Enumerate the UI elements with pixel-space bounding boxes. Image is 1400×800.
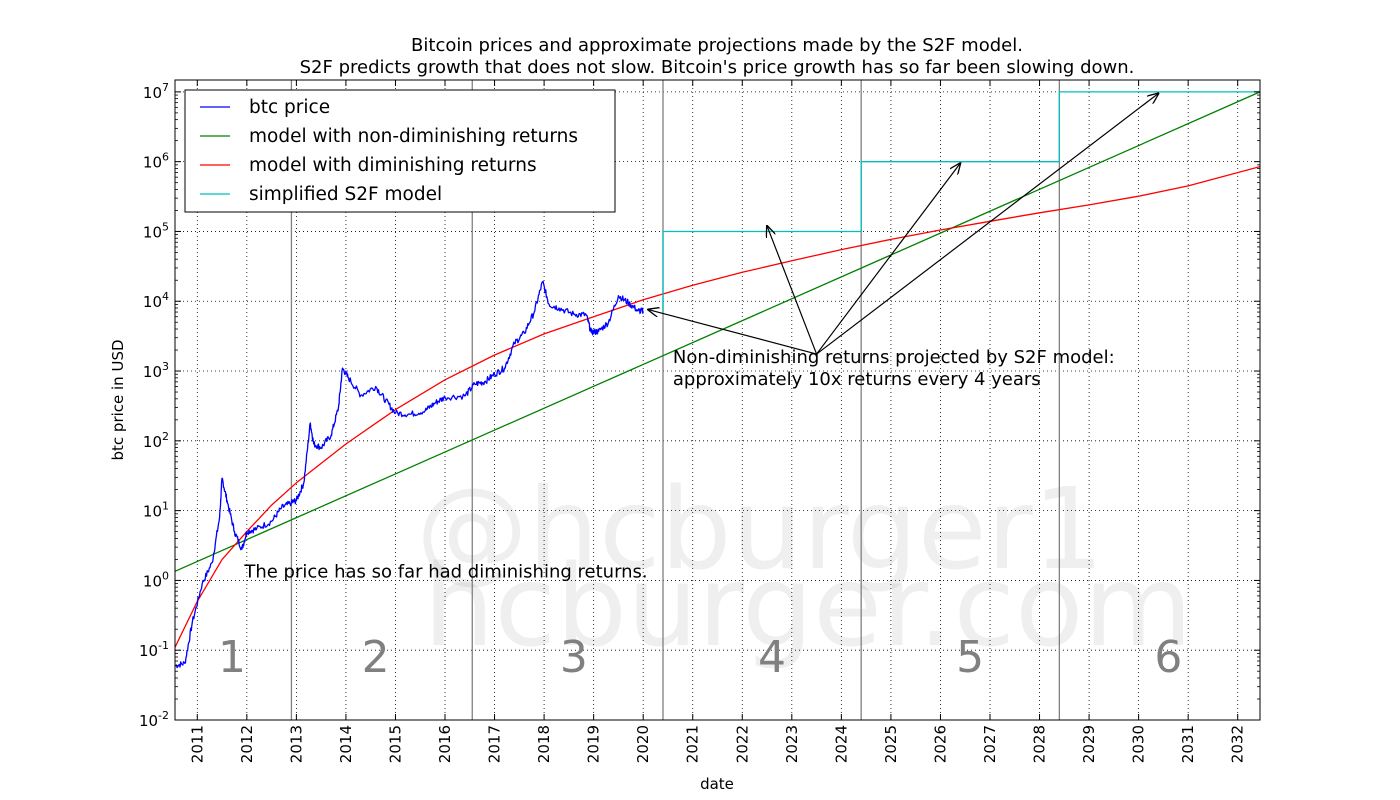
legend-label: simplified S2F model (249, 184, 442, 205)
annotations: Non-diminishing returns projected by S2F… (243, 347, 1114, 582)
era-label: 5 (956, 632, 984, 683)
x-tick-label: 2021 (684, 725, 702, 763)
series-line (175, 280, 644, 669)
x-tick-label: 2011 (188, 725, 206, 763)
era-labels: 1 2 3 4 5 6 (218, 632, 1182, 683)
x-tick-label: 2028 (1031, 725, 1049, 763)
x-tick-label: 2012 (238, 725, 256, 763)
x-tick-label: 2024 (832, 725, 850, 763)
era-label: 6 (1154, 632, 1182, 683)
x-tick-label: 2026 (931, 725, 949, 763)
x-tick-label: 2013 (287, 725, 305, 763)
y-tick-label: 105 (143, 220, 169, 241)
y-tick-label: 102 (143, 430, 169, 451)
x-tick-label: 2015 (386, 725, 404, 763)
annotation-text: Non-diminishing returns projected by S2F… (673, 347, 1115, 368)
annotation-arrow (648, 310, 817, 355)
era-label: 2 (362, 632, 390, 683)
legend: btc price model with non-diminishing retu… (184, 89, 616, 213)
annotation-arrows (648, 93, 1159, 355)
x-tick-label: 2023 (783, 725, 801, 763)
legend-box (184, 89, 616, 213)
x-axis: 2011 2012 2013 2014 2015 2016 2017 2018 2019 2020… (188, 80, 1247, 763)
era-label: 1 (218, 632, 246, 683)
x-tick-label: 2031 (1179, 725, 1197, 763)
series-line (175, 165, 1260, 648)
annotation-arrow (767, 226, 818, 355)
legend-label: model with diminishing returns (249, 155, 537, 176)
series-line (175, 91, 1260, 572)
y-tick-label: 106 (143, 151, 169, 172)
x-tick-label: 2025 (882, 725, 900, 763)
era-label: 4 (758, 632, 786, 683)
x-tick-label: 2027 (981, 725, 999, 763)
series-line (662, 91, 1260, 313)
y-tick-label: 10-1 (139, 639, 169, 660)
y-tick-label: 100 (143, 569, 169, 590)
legend-label: btc price (249, 97, 330, 118)
x-tick-label: 2016 (436, 725, 454, 763)
x-tick-label: 2018 (535, 725, 553, 763)
legend-label: model with non-diminishing returns (249, 126, 578, 147)
series (175, 91, 1260, 669)
x-tick-label: 2029 (1080, 725, 1098, 763)
chart-title: Bitcoin prices and approximate projectio… (411, 35, 1023, 56)
chart-subtitle: S2F predicts growth that does not slow. … (300, 57, 1135, 78)
annotation-arrow (816, 93, 1159, 355)
annotation-text: The price has so far had diminishing ret… (243, 562, 647, 583)
era-label: 3 (560, 632, 588, 683)
y-tick-label: 104 (143, 290, 169, 311)
y-axis: 10-2 10-1 100 101 102 103 104 105 106 107 (139, 81, 1260, 730)
x-tick-label: 2019 (585, 725, 603, 763)
x-tick-label: 2030 (1130, 725, 1148, 763)
annotation-text: approximately 10x returns every 4 years (673, 369, 1041, 390)
x-tick-label: 2020 (634, 725, 652, 763)
y-tick-label: 101 (143, 500, 169, 521)
x-tick-label: 2017 (486, 725, 504, 763)
x-tick-label: 2022 (733, 725, 751, 763)
y-tick-label: 10-2 (139, 709, 169, 730)
y-tick-label: 103 (143, 360, 169, 381)
x-axis-label: date (700, 775, 734, 793)
y-tick-label: 107 (143, 81, 169, 102)
annotation-arrow (816, 163, 961, 355)
x-tick-label: 2032 (1229, 725, 1247, 763)
watermark-handle: @hcburger1 (416, 465, 1104, 595)
x-tick-label: 2014 (337, 725, 355, 763)
y-axis-label: btc price in USD (109, 339, 127, 460)
plot-frame (174, 79, 1261, 721)
